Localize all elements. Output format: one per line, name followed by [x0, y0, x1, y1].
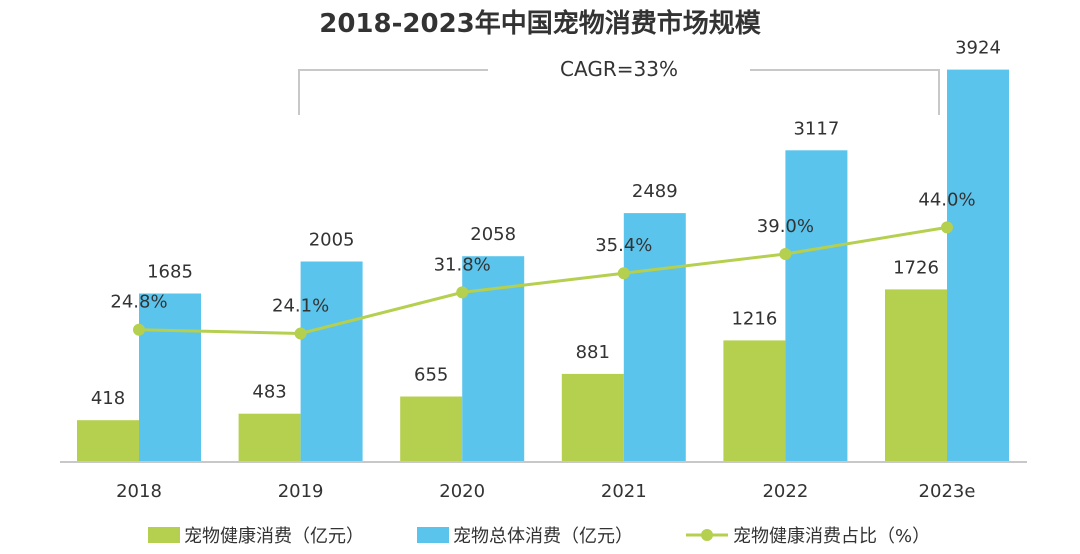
data-label-health-share-2021: 35.4% [595, 235, 652, 256]
x-tick-label: 2023e [919, 481, 976, 502]
data-label-health-2020: 655 [414, 365, 448, 386]
legend-item-health-spend: 宠物健康消费（亿元） [148, 526, 364, 547]
bar-total-2021 [623, 213, 686, 462]
point-health-share-2022 [779, 248, 792, 260]
data-label-health-share-2023e: 44.0% [918, 189, 975, 210]
bar-health-2018 [77, 420, 139, 462]
data-label-health-share-2022: 39.0% [757, 216, 814, 237]
cagr-bracket [298, 69, 940, 115]
legend-label-health-spend: 宠物健康消费（亿元） [184, 526, 364, 547]
data-label-health-share-2020: 31.8% [434, 254, 491, 275]
point-health-share-2019 [294, 327, 307, 340]
bar-total-2019 [300, 261, 363, 462]
data-label-health-share-2018: 24.8% [110, 292, 167, 313]
data-label-total-2020: 2058 [470, 224, 516, 245]
legend-label-total-spend: 宠物总体消费（亿元） [453, 526, 633, 547]
data-label-total-2021: 2489 [632, 181, 678, 202]
line-health-share [138, 225, 948, 335]
legend-swatch-total-spend [417, 527, 449, 543]
x-tick-label: 2021 [601, 481, 647, 502]
data-label-total-2022: 3117 [793, 118, 839, 139]
x-tick-label: 2019 [278, 481, 324, 502]
legend-marker-health-share [701, 529, 713, 541]
bar-health-2019 [238, 413, 301, 462]
legend-item-health-share: 宠物健康消费占比（%） [686, 526, 930, 547]
bar-health-2022 [723, 340, 786, 462]
bar-health-2023e [885, 289, 947, 462]
x-tick-label: 2020 [439, 481, 485, 502]
legend-item-total-spend: 宠物总体消费（亿元） [417, 526, 633, 547]
data-label-total-2019: 2005 [309, 230, 355, 251]
legend-label-health-share: 宠物健康消费占比（%） [733, 526, 930, 547]
x-tick-label: 2018 [116, 481, 162, 502]
point-health-share-2021 [617, 267, 630, 280]
cagr-label: CAGR=33% [560, 57, 678, 81]
data-label-health-2018: 418 [91, 388, 125, 409]
data-label-total-2018: 1685 [147, 262, 193, 283]
point-health-share-2018 [133, 323, 145, 336]
bar-total-2022 [785, 150, 848, 463]
legend-swatch-health-spend [148, 527, 180, 543]
bar-total-2023e [947, 69, 1009, 462]
data-label-health-share-2019: 24.1% [272, 295, 329, 316]
legend: 宠物健康消费（亿元） 宠物总体消费（亿元） 宠物健康消费占比（%） [148, 526, 930, 547]
data-label-health-2021: 881 [576, 342, 610, 363]
point-health-share-2020 [456, 286, 469, 299]
bar-total-2018 [139, 293, 201, 462]
x-tick-label: 2022 [762, 481, 808, 502]
bar-health-2020 [400, 396, 463, 462]
bar-health-2021 [561, 373, 624, 462]
data-label-health-2022: 1216 [731, 308, 777, 329]
data-label-total-2023e: 3924 [955, 38, 1001, 59]
plot-area: 418 1685 483 2005 655 2058 881 2489 1216 3117 1726… [77, 38, 1009, 463]
x-axis-ticks: 2018 2019 2020 2021 2022 2023e [116, 481, 975, 502]
data-label-health-2019: 483 [252, 382, 286, 403]
data-label-health-2023e: 1726 [893, 257, 939, 278]
chart-title: 2018-2023年中国宠物消费市场规模 [319, 8, 762, 39]
point-health-share-2023e [941, 221, 953, 234]
